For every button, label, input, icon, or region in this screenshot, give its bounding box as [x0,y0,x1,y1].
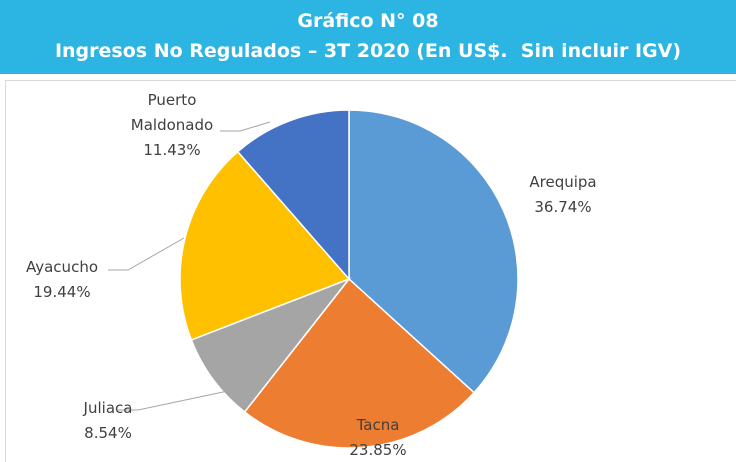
leader-line [118,387,243,411]
chart-title: Gráfico N° 08 [297,10,439,32]
category-label: Tacna [356,416,400,434]
value-label: 8.54% [84,424,132,442]
pie-slice [243,277,476,449]
title-banner: Gráfico N° 08 Ingresos No Regulados – 3T… [0,0,736,74]
leader-line [220,121,271,132]
pie-slice [179,150,351,341]
value-label: 11.43% [143,141,201,159]
value-label: 19.44% [33,283,91,301]
chart-subtitle: Ingresos No Regulados – 3T 2020 (En US$.… [54,40,682,62]
category-label: Ayacucho [26,258,98,276]
leader-line [108,237,185,271]
category-label: Arequipa [529,173,597,191]
pie-slice [348,109,519,394]
value-label: 23.85% [349,441,407,459]
category-label: Puerto Maldonado [130,91,214,134]
chart-frame [5,80,736,462]
pie-slice [236,109,350,281]
category-label: Juliaca [83,399,133,417]
pie-slice [190,277,352,414]
value-label: 36.74% [534,198,592,216]
